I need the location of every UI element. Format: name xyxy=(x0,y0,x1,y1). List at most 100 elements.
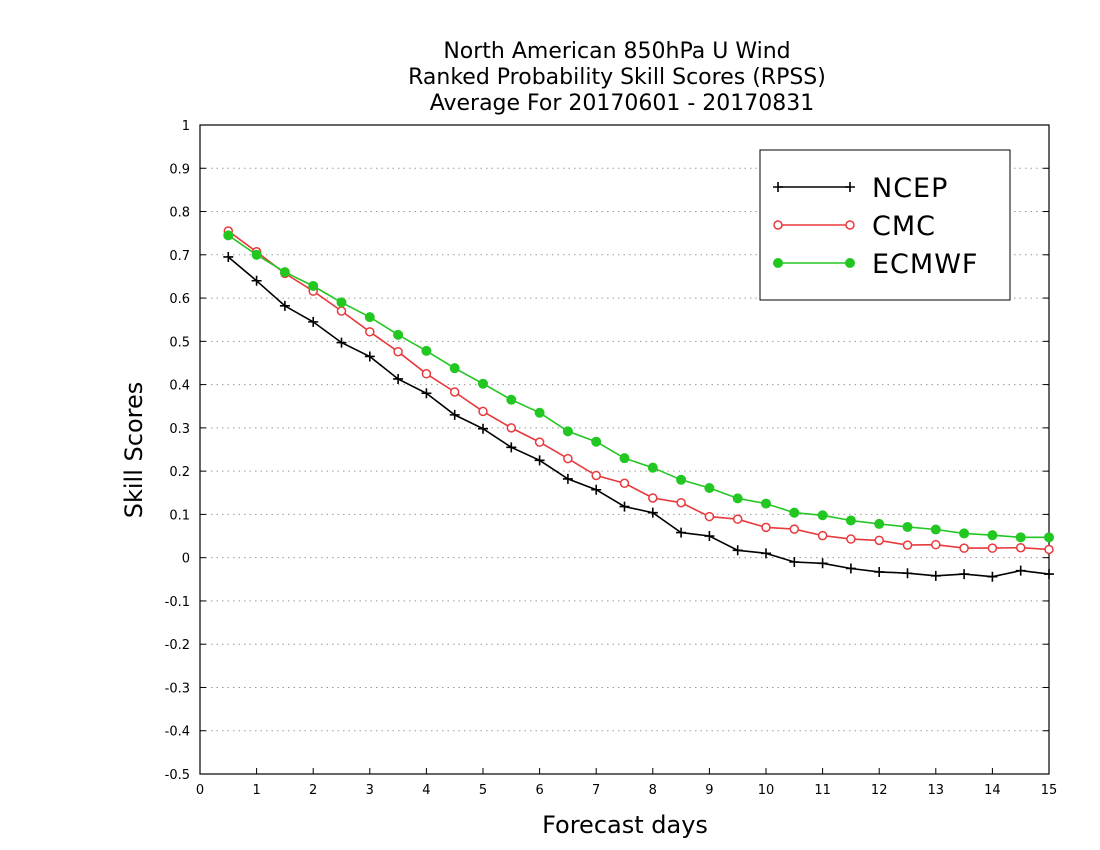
y-tick-label: 0.9 xyxy=(169,162,190,177)
data-point-ncep xyxy=(676,527,687,538)
data-point-cmc xyxy=(336,306,347,316)
data-point-cmc xyxy=(789,524,800,534)
legend-label-ncep: NCEP xyxy=(872,173,948,204)
x-tick-label: 13 xyxy=(928,783,945,798)
data-point-cmc xyxy=(846,534,856,544)
data-point-ncep xyxy=(279,300,290,311)
x-axis-label: Forecast days xyxy=(542,811,708,839)
x-tick-label: 3 xyxy=(366,783,374,798)
x-axis: 0 1 2 3 4 5 6 7 8 9 10 11 12 13 14 15 xyxy=(196,768,1057,798)
data-point-cmc xyxy=(506,423,517,433)
y-tick-label: 0.7 xyxy=(169,249,190,264)
y-tick-label: -0.5 xyxy=(165,768,190,783)
data-point-cmc xyxy=(563,453,573,464)
data-point-ecmwf xyxy=(902,521,913,532)
data-point-ecmwf xyxy=(364,312,375,323)
data-point-ecmwf xyxy=(676,474,687,485)
data-point-ecmwf xyxy=(562,426,573,437)
data-point-ncep xyxy=(562,473,573,484)
y-tick-label: 0.4 xyxy=(169,379,190,394)
data-point-ncep xyxy=(251,275,262,286)
x-tick-label: 6 xyxy=(535,783,543,798)
x-tick-label: 5 xyxy=(479,783,487,798)
data-point-cmc xyxy=(619,478,630,488)
series-ncep xyxy=(223,251,1054,582)
y-tick-label: 0 xyxy=(182,552,190,567)
data-point-ecmwf xyxy=(279,267,290,278)
data-point-cmc xyxy=(648,493,658,503)
data-point-ncep xyxy=(987,571,998,582)
data-point-ecmwf xyxy=(704,483,715,494)
data-point-ncep xyxy=(817,558,828,569)
data-point-ecmwf xyxy=(1015,532,1026,543)
data-point-ncep xyxy=(959,569,970,580)
data-point-ecmwf xyxy=(591,436,602,447)
data-point-ncep xyxy=(506,442,517,453)
data-point-ncep xyxy=(619,501,630,512)
data-point-cmc xyxy=(987,543,998,553)
y-tick-label: 0.2 xyxy=(169,465,190,480)
data-point-ecmwf xyxy=(421,345,432,356)
chart-title-line-3: Average For 20170601 - 20170831 xyxy=(430,91,815,116)
x-tick-label: 1 xyxy=(252,783,260,798)
data-point-ecmwf xyxy=(223,230,234,241)
y-axis: -0.5 -0.4 -0.3 -0.2 -0.1 0 0.1 0.2 0.3 0.4 0.5 0.6 0… xyxy=(165,119,1049,783)
x-tick-label: 11 xyxy=(814,783,831,798)
data-point-ncep xyxy=(421,388,432,399)
chart-title-line-1: North American 850hPa U Wind xyxy=(443,39,790,64)
data-point-cmc xyxy=(365,327,375,337)
x-tick-label: 14 xyxy=(984,783,1001,798)
data-point-cmc xyxy=(761,522,771,533)
data-point-ncep xyxy=(308,316,319,327)
series-ecmwf xyxy=(223,230,1054,543)
data-point-ecmwf xyxy=(987,530,998,541)
data-point-ncep xyxy=(223,251,234,262)
legend-marker-ecmwf xyxy=(845,258,855,268)
y-tick-label: -0.1 xyxy=(165,595,190,610)
data-point-ncep xyxy=(902,568,913,579)
x-tick-label: 12 xyxy=(871,783,888,798)
data-point-ncep xyxy=(364,351,375,362)
data-point-ecmwf xyxy=(930,524,941,535)
data-point-ncep xyxy=(1044,569,1054,580)
data-point-ecmwf xyxy=(817,510,828,521)
x-tick-label: 10 xyxy=(758,783,775,798)
data-point-cmc xyxy=(931,539,941,550)
data-point-ecmwf xyxy=(336,297,347,308)
data-point-ecmwf xyxy=(251,249,262,260)
data-point-ncep xyxy=(336,337,347,348)
y-axis-label: Skill Scores xyxy=(120,382,148,519)
data-point-ncep xyxy=(591,484,602,495)
legend-item-ncep: NCEP xyxy=(773,173,948,204)
legend-item-ecmwf: ECMWF xyxy=(773,249,977,280)
chart-title-line-2: Ranked Probability Skill Scores (RPSS) xyxy=(408,65,826,90)
legend-marker-ncep xyxy=(773,182,783,192)
data-point-cmc xyxy=(676,497,686,508)
y-tick-label: 0.3 xyxy=(169,422,190,437)
data-point-ecmwf xyxy=(789,507,800,518)
data-point-cmc xyxy=(704,511,715,522)
data-point-cmc xyxy=(1015,542,1026,553)
data-point-ecmwf xyxy=(647,462,658,473)
legend-marker-cmc xyxy=(845,220,855,230)
data-point-ecmwf xyxy=(449,363,460,374)
data-point-cmc xyxy=(959,543,969,553)
data-point-ecmwf xyxy=(393,329,404,340)
data-point-ncep xyxy=(393,373,404,384)
x-tick-label: 2 xyxy=(309,783,317,798)
x-tick-label: 8 xyxy=(649,783,657,798)
data-point-ncep xyxy=(534,455,545,466)
y-tick-label: -0.4 xyxy=(165,725,190,740)
data-point-ncep xyxy=(449,409,460,420)
data-point-ecmwf xyxy=(534,407,545,418)
legend-label-cmc: CMC xyxy=(872,211,936,242)
data-point-ncep xyxy=(845,563,856,574)
legend-marker-ecmwf xyxy=(773,258,783,268)
data-point-cmc xyxy=(393,346,403,357)
legend: NCEP CMC ECMWF xyxy=(759,149,1011,301)
y-tick-label: -0.2 xyxy=(165,638,190,653)
data-point-ncep xyxy=(930,570,941,581)
data-point-ecmwf xyxy=(761,498,771,509)
y-tick-label: 0.8 xyxy=(169,206,190,221)
